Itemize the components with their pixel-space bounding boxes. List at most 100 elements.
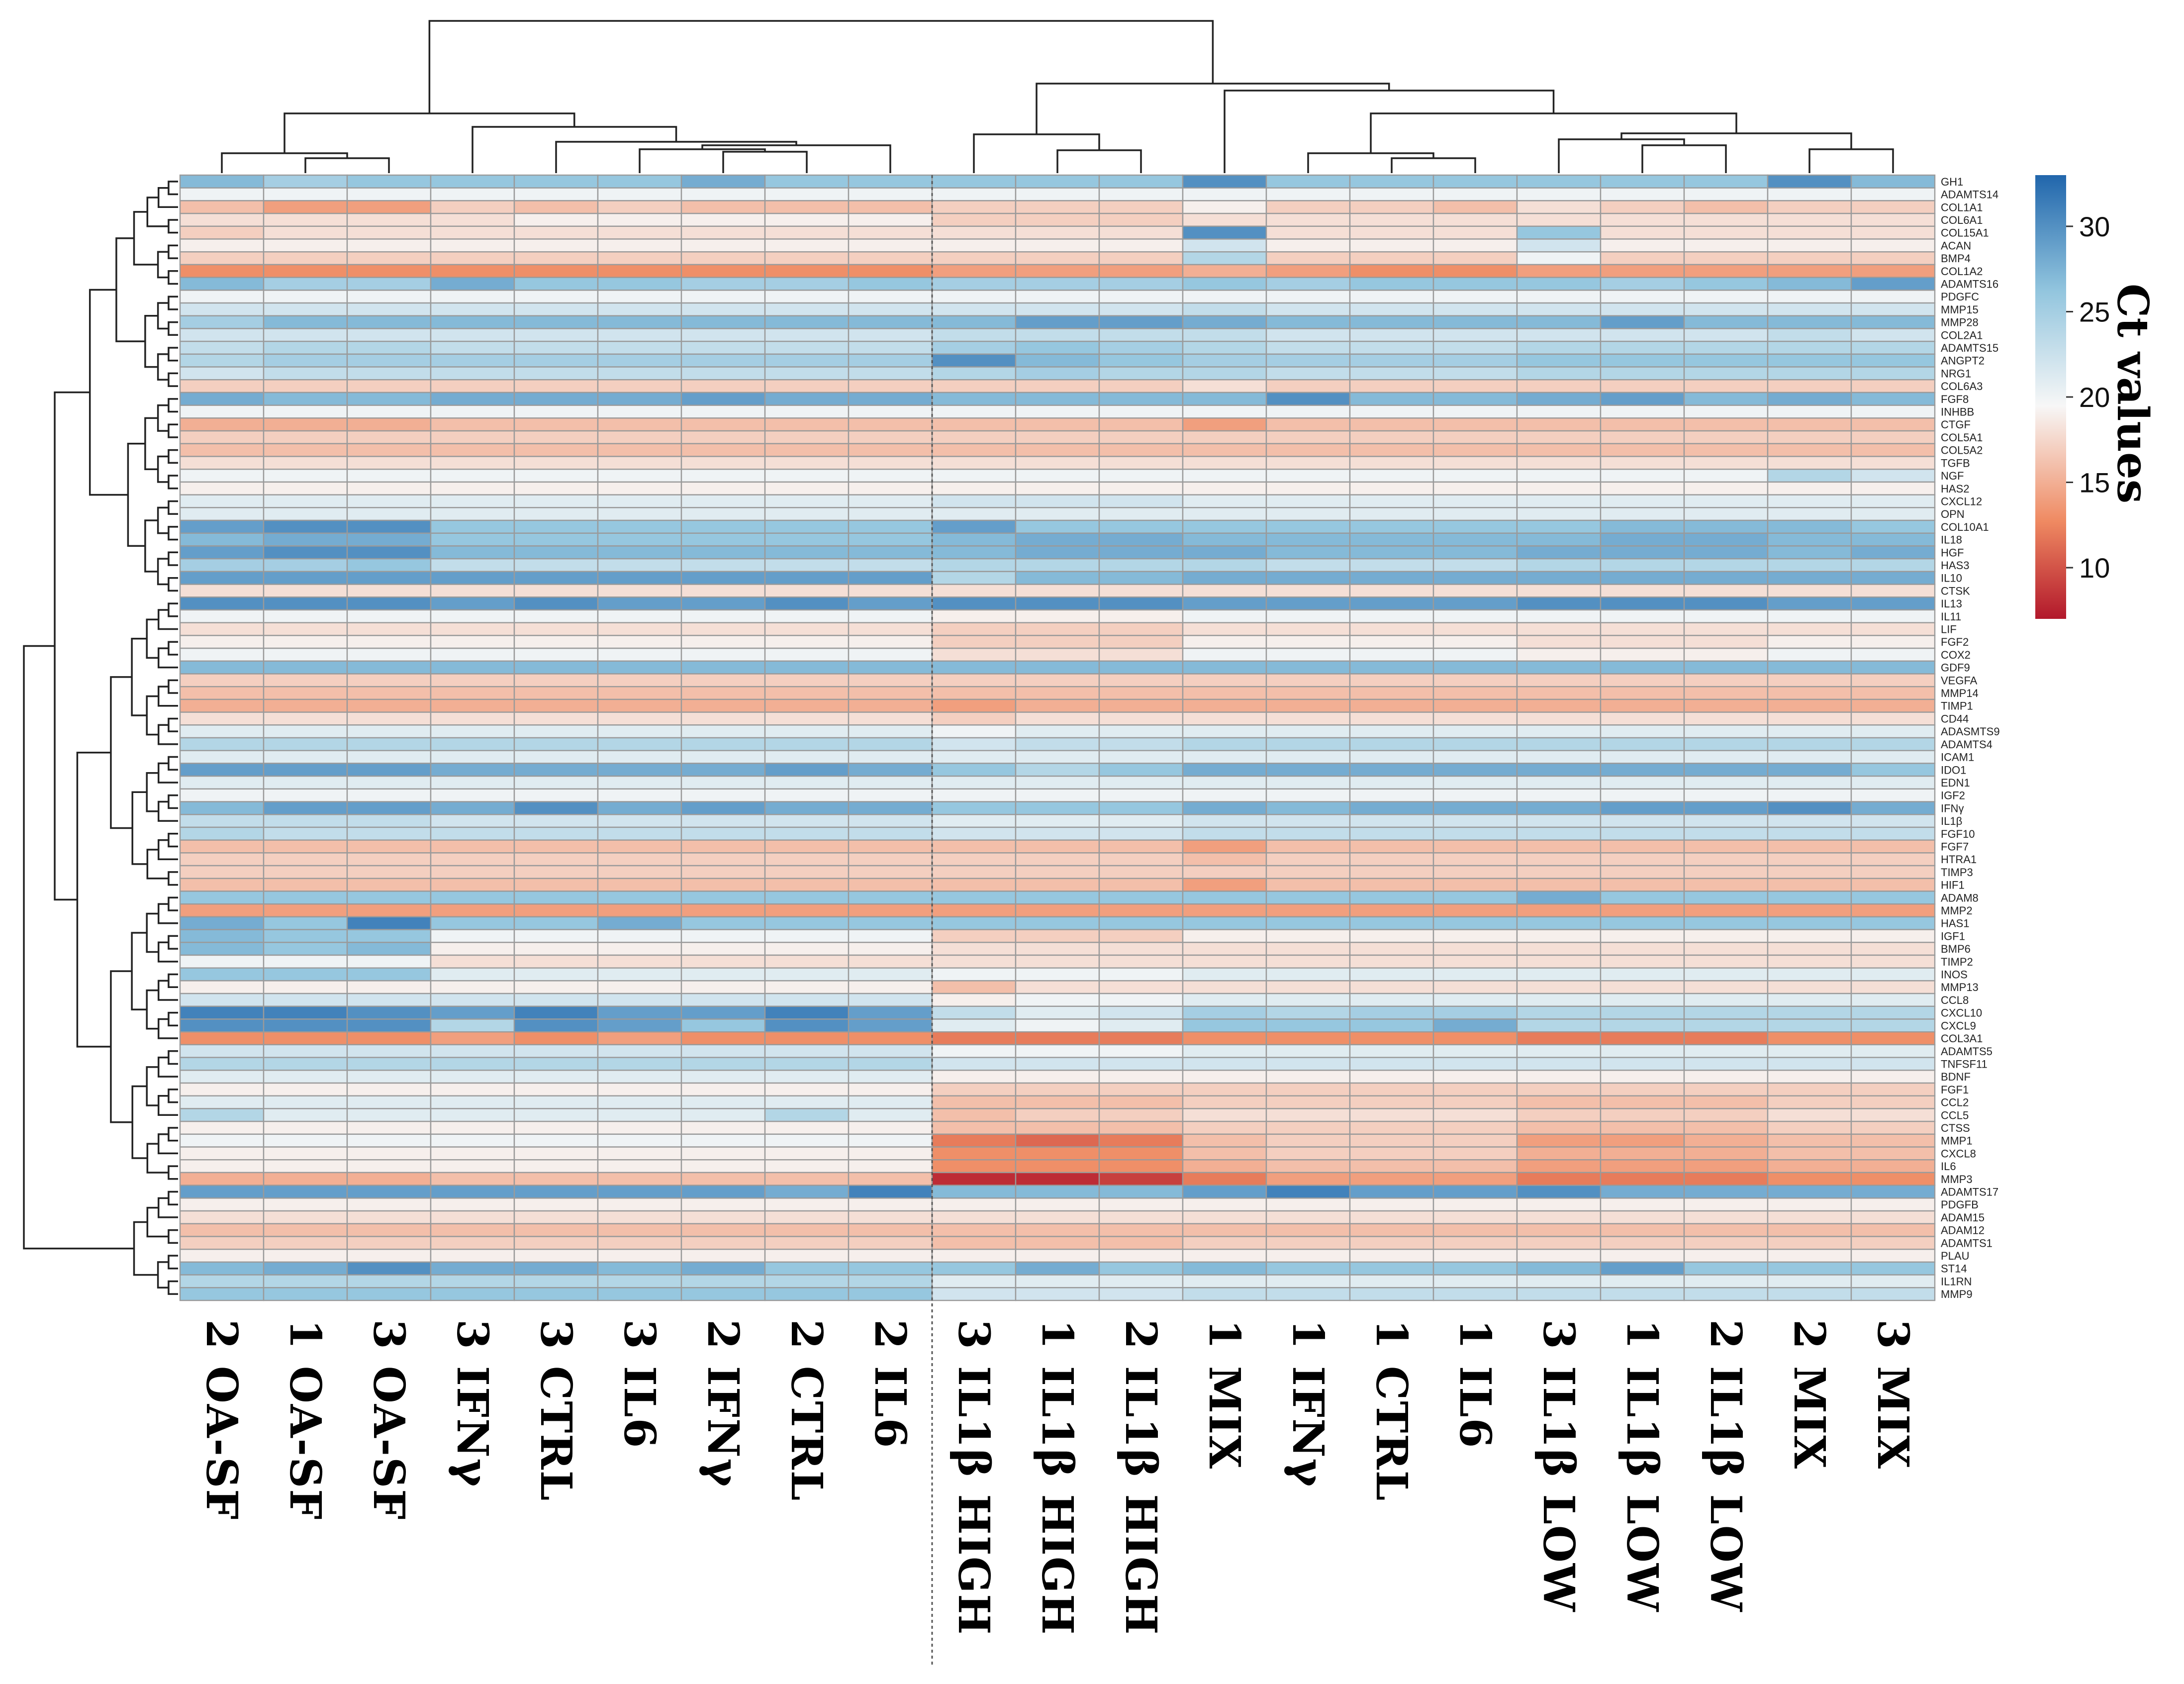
heatmap-cell: [680, 724, 766, 739]
heatmap-cell: [1600, 1248, 1685, 1263]
heatmap-cell: [764, 942, 850, 956]
heatmap-cell: [1432, 456, 1518, 470]
heatmap-cell: [1850, 686, 1936, 700]
heatmap-cell: [1015, 1108, 1100, 1122]
sample-label: 1 IFNγ: [1283, 1319, 1333, 1487]
heatmap-cell: [764, 532, 850, 547]
heatmap-cell: [1098, 1070, 1184, 1084]
heatmap-cell: [764, 865, 850, 879]
dendrogram-branch: [639, 148, 766, 173]
heatmap-cell: [1349, 1248, 1434, 1263]
heatmap-cell: [346, 1018, 432, 1033]
heatmap-cell: [1349, 456, 1434, 470]
gene-label: COX2: [1941, 649, 1971, 661]
heatmap-cell: [848, 814, 933, 828]
dendrogram-branch: [1307, 152, 1434, 173]
dendrogram-branch: [146, 772, 159, 812]
gene-label: MMP28: [1941, 316, 1979, 329]
heatmap-cell: [1349, 788, 1434, 802]
heatmap-cell: [1015, 967, 1100, 982]
heatmap-cell: [848, 891, 933, 905]
heatmap-cell: [1683, 1133, 1769, 1148]
gene-label: MMP14: [1941, 687, 1979, 699]
heatmap-cell: [931, 967, 1017, 982]
heatmap-cell: [179, 1018, 265, 1033]
heatmap-cell: [1767, 1108, 1852, 1122]
colorbar: [2035, 175, 2066, 619]
heatmap-cell: [1098, 763, 1184, 777]
heatmap-cell: [597, 315, 682, 329]
heatmap-cell: [764, 852, 850, 867]
heatmap-cell: [263, 724, 348, 739]
heatmap-cell: [346, 481, 432, 495]
heatmap-cell: [1265, 1223, 1351, 1237]
heatmap-cell: [848, 724, 933, 739]
heatmap-cell: [346, 1082, 432, 1096]
heatmap-cell: [848, 290, 933, 304]
heatmap-cell: [931, 404, 1017, 419]
heatmap-cell: [1683, 200, 1769, 214]
heatmap-cell: [931, 711, 1017, 726]
heatmap-cell: [1600, 212, 1685, 227]
heatmap-cell: [1600, 686, 1685, 700]
heatmap-cell: [1349, 1070, 1434, 1084]
heatmap-cell: [1767, 290, 1852, 304]
heatmap-cell: [430, 992, 515, 1007]
gene-label: FGF7: [1941, 841, 1969, 853]
heatmap-cell: [430, 443, 515, 457]
heatmap-cell: [1349, 404, 1434, 419]
heatmap-cell: [1015, 814, 1100, 828]
heatmap-cell: [179, 417, 265, 432]
heatmap-cell: [848, 1274, 933, 1288]
heatmap-cell: [1516, 404, 1602, 419]
heatmap-cell: [1850, 1210, 1936, 1224]
heatmap-cell: [1182, 916, 1267, 930]
heatmap-cell: [848, 609, 933, 623]
heatmap-cell: [1516, 673, 1602, 688]
heatmap-cell: [513, 1248, 599, 1263]
heatmap-cell: [931, 1197, 1017, 1212]
heatmap-cell: [1432, 443, 1518, 457]
gene-label: COL6A1: [1941, 214, 1983, 226]
heatmap-cell: [263, 1133, 348, 1148]
heatmap-cell: [1683, 1057, 1769, 1071]
heatmap-cell: [513, 315, 599, 329]
dendrogram-branch: [168, 1255, 178, 1270]
heatmap-cell: [346, 750, 432, 764]
heatmap-cell: [680, 788, 766, 802]
heatmap-cell: [1015, 609, 1100, 623]
heatmap-cell: [931, 302, 1017, 316]
heatmap-cell: [430, 826, 515, 841]
heatmap-cell: [680, 1120, 766, 1135]
heatmap-cell: [1850, 302, 1936, 316]
heatmap-cell: [513, 1031, 599, 1046]
heatmap-cell: [1098, 1159, 1184, 1174]
heatmap-cell: [1182, 353, 1267, 368]
heatmap-cell: [848, 315, 933, 329]
heatmap-cell: [430, 1236, 515, 1250]
heatmap-cell: [1767, 1274, 1852, 1288]
heatmap-cell: [931, 980, 1017, 994]
heatmap-cell: [346, 929, 432, 943]
gene-label: PDGFC: [1941, 291, 1979, 303]
heatmap-cell: [1182, 660, 1267, 675]
sample-label: 2 IL6: [865, 1319, 915, 1449]
heatmap-cell: [1516, 1108, 1602, 1122]
heatmap-cell: [680, 545, 766, 560]
heatmap-cell: [1600, 417, 1685, 432]
dendrogram-branch: [157, 353, 169, 381]
heatmap-cell: [263, 954, 348, 969]
heatmap-cell: [1015, 647, 1100, 662]
heatmap-cell: [1850, 187, 1936, 201]
heatmap-cell: [764, 826, 850, 841]
heatmap-cell: [1683, 519, 1769, 534]
heatmap-cell: [1600, 916, 1685, 930]
dendrogram-branch: [144, 417, 158, 470]
heatmap-cell: [513, 1070, 599, 1084]
heatmap-cell: [1683, 430, 1769, 444]
heatmap-cell: [1182, 775, 1267, 790]
heatmap-cell: [263, 916, 348, 930]
heatmap-cell: [931, 929, 1017, 943]
heatmap-cell: [1516, 290, 1602, 304]
heatmap-cell: [1600, 1210, 1685, 1224]
